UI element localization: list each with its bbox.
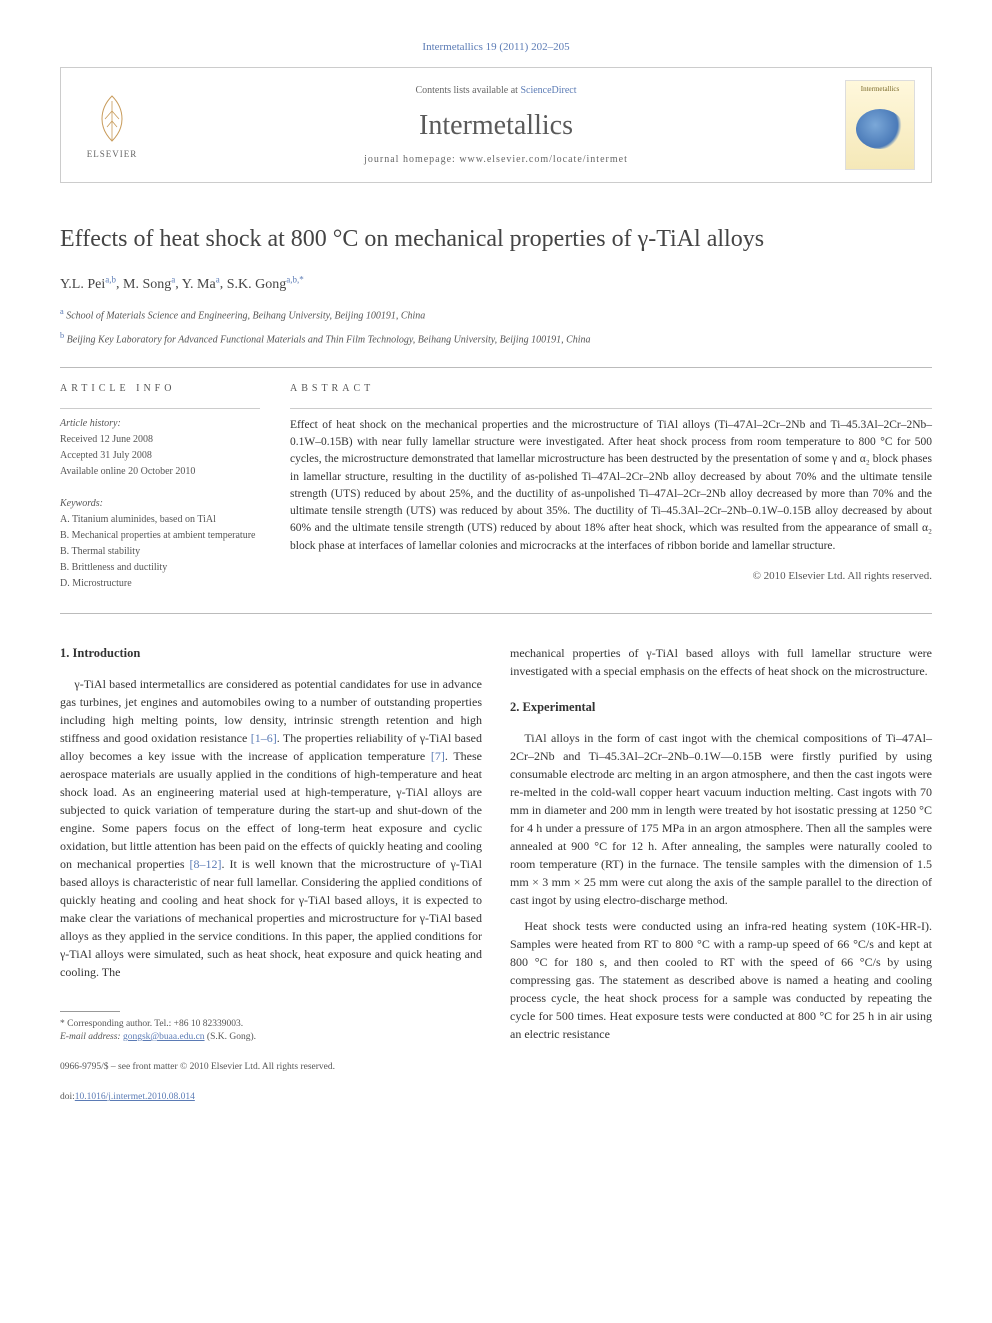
email-suffix: (S.K. Gong). [205, 1032, 256, 1042]
author-list: Y.L. Peia,b, M. Songa, Y. Maa, S.K. Gong… [60, 273, 932, 294]
intro-continued: mechanical properties of γ-TiAl based al… [510, 644, 932, 680]
front-matter-line: 0966-9795/$ – see front matter © 2010 El… [60, 1060, 482, 1074]
doi-prefix: doi: [60, 1092, 75, 1102]
journal-cover-thumbnail: Intermetallics [845, 80, 915, 170]
email-line: E-mail address: gongsk@buaa.edu.cn (S.K.… [60, 1031, 482, 1044]
intro-paragraph: γ-TiAl based intermetallics are consider… [60, 675, 482, 981]
journal-name: Intermetallics [147, 106, 845, 145]
abstract-divider [290, 408, 932, 409]
history-label: Article history: [60, 417, 260, 431]
experimental-heading: 2. Experimental [510, 698, 932, 717]
publisher-logo: ELSEVIER [77, 85, 147, 165]
corresponding-author-footnote: * Corresponding author. Tel.: +86 10 823… [60, 1018, 482, 1045]
article-info-heading: ARTICLE INFO [60, 382, 260, 396]
article-title: Effects of heat shock at 800 °C on mecha… [60, 223, 932, 257]
keywords-label: Keywords: [60, 497, 260, 511]
body-columns: 1. Introduction γ-TiAl based intermetall… [60, 644, 932, 1105]
keywords-block: Keywords: A. Titanium aluminides, based … [60, 497, 260, 591]
article-info-block: ARTICLE INFO Article history: Received 1… [60, 382, 260, 593]
experimental-paragraph: Heat shock tests were conducted using an… [510, 917, 932, 1043]
separator-line [60, 367, 932, 368]
abstract-copyright: © 2010 Elsevier Ltd. All rights reserved… [290, 569, 932, 584]
corresponding-line: * Corresponding author. Tel.: +86 10 823… [60, 1018, 482, 1031]
cover-title: Intermetallics [861, 85, 899, 93]
email-link[interactable]: gongsk@buaa.edu.cn [123, 1032, 205, 1042]
email-label: E-mail address: [60, 1032, 123, 1042]
abstract-heading: ABSTRACT [290, 382, 932, 396]
publisher-name: ELSEVIER [87, 148, 138, 161]
author: Y. Maa [182, 277, 220, 292]
keyword: B. Thermal stability [60, 545, 260, 559]
homepage-url: www.elsevier.com/locate/intermet [459, 154, 628, 165]
intro-heading: 1. Introduction [60, 644, 482, 663]
abstract-text: Effect of heat shock on the mechanical p… [290, 417, 932, 555]
page: Intermetallics 19 (2011) 202–205 ELSEVIE… [0, 0, 992, 1145]
homepage-line: journal homepage: www.elsevier.com/locat… [147, 153, 845, 167]
journal-reference: Intermetallics 19 (2011) 202–205 [60, 40, 932, 55]
author: S.K. Gonga,b,* [227, 277, 304, 292]
footnote-separator [60, 1011, 120, 1012]
online-date: Available online 20 October 2010 [60, 465, 260, 479]
author: Y.L. Peia,b [60, 277, 116, 292]
journal-header-box: ELSEVIER Contents lists available at Sci… [60, 67, 932, 183]
keyword: D. Microstructure [60, 577, 260, 591]
sciencedirect-link[interactable]: ScienceDirect [520, 85, 576, 96]
right-column: mechanical properties of γ-TiAl based al… [510, 644, 932, 1105]
keyword: B. Mechanical properties at ambient temp… [60, 529, 260, 543]
accepted-date: Accepted 31 July 2008 [60, 449, 260, 463]
doi-line: doi:10.1016/j.intermet.2010.08.014 [60, 1090, 482, 1104]
doi-link[interactable]: 10.1016/j.intermet.2010.08.014 [75, 1092, 195, 1102]
abstract-block: ABSTRACT Effect of heat shock on the mec… [290, 382, 932, 593]
info-abstract-row: ARTICLE INFO Article history: Received 1… [60, 382, 932, 593]
affiliation: a School of Materials Science and Engine… [60, 306, 932, 323]
received-date: Received 12 June 2008 [60, 433, 260, 447]
info-divider [60, 408, 260, 409]
experimental-paragraph: TiAl alloys in the form of cast ingot wi… [510, 729, 932, 909]
separator-line [60, 613, 932, 614]
contents-prefix: Contents lists available at [415, 85, 520, 96]
homepage-prefix: journal homepage: [364, 154, 459, 165]
keyword: B. Brittleness and ductility [60, 561, 260, 575]
contents-list-line: Contents lists available at ScienceDirec… [147, 84, 845, 98]
author: M. Songa [123, 277, 175, 292]
keyword: A. Titanium aluminides, based on TiAl [60, 513, 260, 527]
elsevier-tree-icon [87, 91, 137, 146]
header-center: Contents lists available at ScienceDirec… [147, 84, 845, 167]
left-column: 1. Introduction γ-TiAl based intermetall… [60, 644, 482, 1105]
affiliation: b Beijing Key Laboratory for Advanced Fu… [60, 330, 932, 347]
